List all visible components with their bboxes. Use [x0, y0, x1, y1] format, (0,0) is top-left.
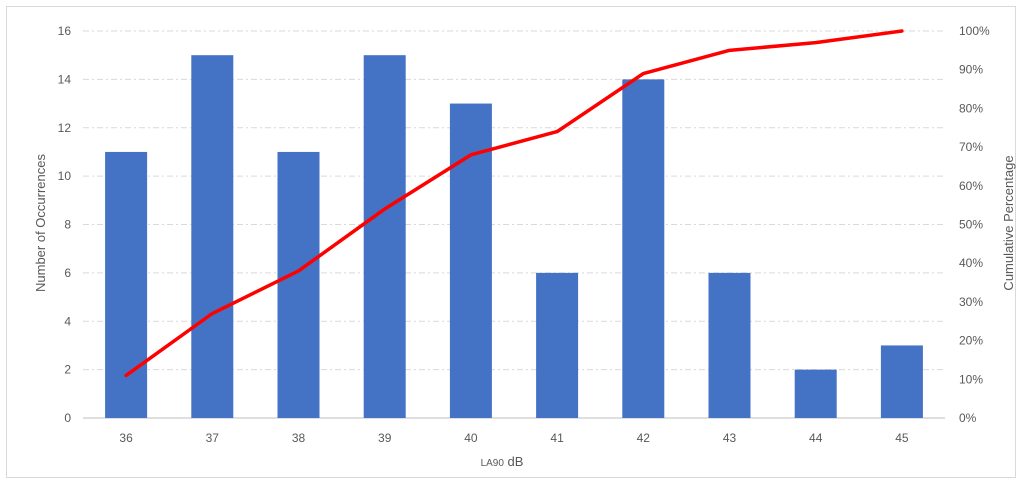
y2-tick-label: 10%: [959, 372, 983, 386]
x-axis: 36 37 38 39 40 41 42 43 44 45: [119, 431, 908, 445]
y2-tick-label: 90%: [959, 63, 983, 77]
x-tick-label: 45: [895, 431, 909, 445]
x-tick-label: 40: [464, 431, 478, 445]
y-tick-label: 14: [58, 72, 72, 86]
x-tick-label: 37: [206, 431, 220, 445]
y-axis-right: 0% 10% 20% 30% 40% 50% 60% 70% 80% 90% 100%: [959, 24, 990, 425]
y-tick-label: 8: [64, 218, 71, 232]
x-tick-label: 38: [292, 431, 306, 445]
y-tick-label: 2: [64, 363, 71, 377]
y2-tick-label: 100%: [959, 24, 990, 38]
x-axis-title-main: LA90: [481, 458, 505, 469]
bar: [277, 151, 320, 418]
y2-tick-label: 80%: [959, 101, 983, 115]
y2-tick-label: 40%: [959, 256, 983, 270]
x-tick-label: 36: [119, 431, 133, 445]
y2-tick-label: 70%: [959, 140, 983, 154]
bar: [191, 55, 234, 418]
bar: [622, 79, 665, 418]
y-tick-label: 4: [64, 314, 71, 328]
chart-frame: [6, 6, 1016, 478]
y2-tick-label: 30%: [959, 295, 983, 309]
y2-tick-label: 0%: [959, 411, 977, 425]
x-tick-label: 39: [378, 431, 392, 445]
cumulative-line: [124, 29, 904, 378]
y-tick-label: 16: [58, 24, 72, 38]
y-axis-left: 0 2 4 6 8 10 12 14 16: [58, 24, 72, 425]
y2-tick-label: 50%: [959, 218, 983, 232]
x-tick-label: 41: [550, 431, 564, 445]
x-axis-title: LA90 dB: [481, 454, 524, 469]
y-axis-title: Number of Occurrences: [33, 154, 48, 292]
bars: [105, 55, 923, 418]
y2-tick-label: 20%: [959, 334, 983, 348]
bar: [363, 55, 406, 418]
bar: [794, 369, 837, 418]
y2-axis-title: Cumulative Percentage: [1001, 155, 1016, 290]
bar: [536, 272, 579, 418]
x-tick-label: 42: [637, 431, 651, 445]
x-axis-title-unit: dB: [504, 454, 524, 469]
bar: [105, 151, 148, 418]
bar: [708, 272, 751, 418]
x-tick-label: 44: [809, 431, 823, 445]
bar: [880, 345, 923, 418]
y-tick-label: 6: [64, 266, 71, 280]
y-tick-label: 12: [58, 121, 72, 135]
cumulative-line-path: [124, 29, 904, 378]
y-tick-label: 10: [58, 169, 72, 183]
y-tick-label: 0: [64, 411, 71, 425]
y2-tick-label: 60%: [959, 179, 983, 193]
x-tick-label: 43: [723, 431, 737, 445]
